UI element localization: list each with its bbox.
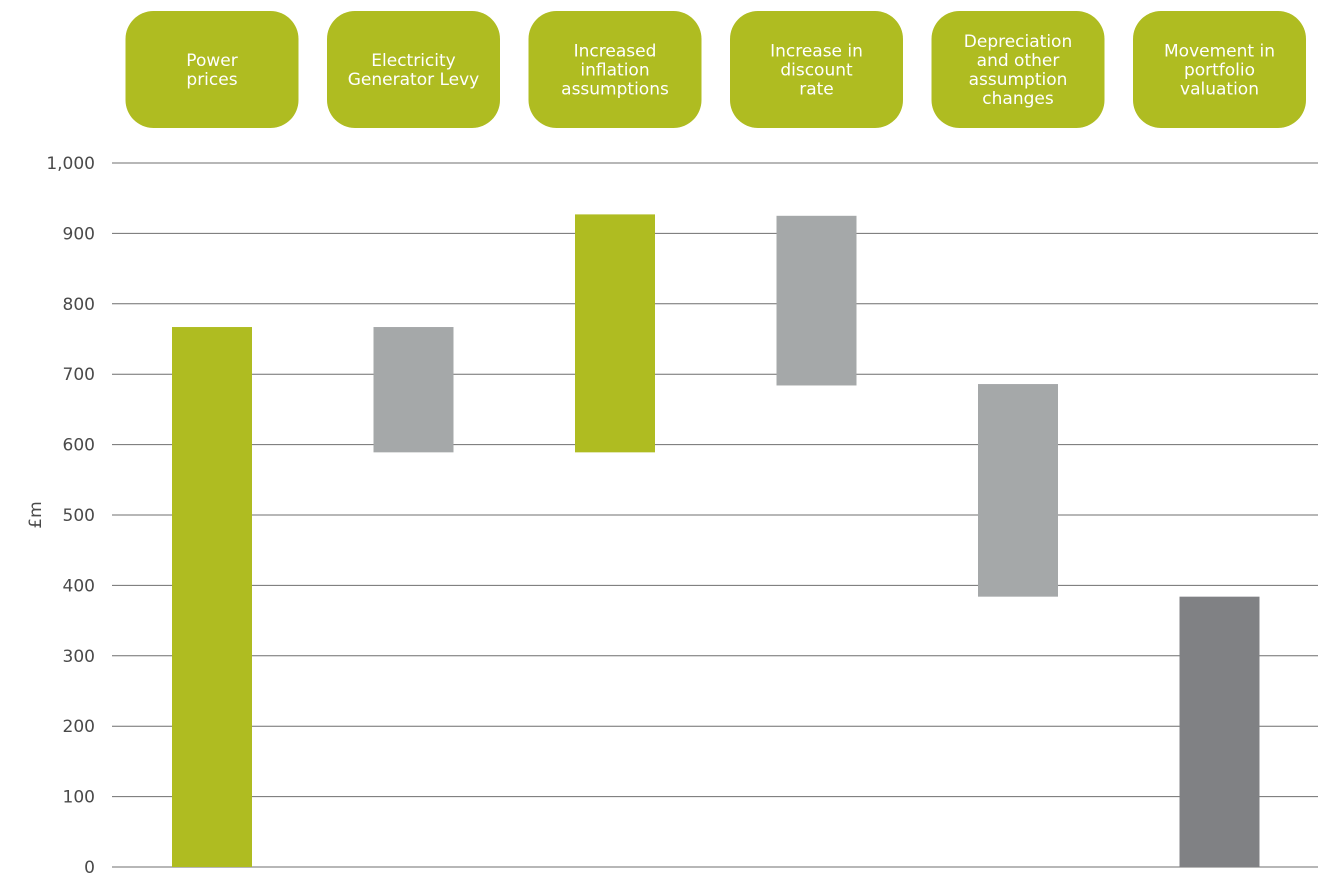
bar — [1179, 596, 1260, 867]
category-label: Increased — [574, 42, 657, 62]
category-box — [1133, 11, 1306, 128]
category-label: Depreciation — [964, 32, 1072, 52]
y-tick-label: 700 — [63, 365, 95, 385]
category-label: prices — [186, 70, 237, 90]
category-label: Increase in — [770, 42, 863, 62]
bars — [172, 214, 1260, 868]
y-tick-labels: 0 100 200 300 400 500 600 700 800 900 1,000 — [46, 154, 95, 873]
y-tick-label: 1,000 — [46, 154, 95, 174]
y-tick-label: 600 — [63, 436, 95, 456]
y-tick-label: 100 — [63, 788, 95, 808]
bar — [575, 214, 655, 453]
category-label: assumption — [969, 70, 1068, 90]
category-label: portfolio — [1184, 61, 1255, 81]
y-tick-label: 400 — [63, 576, 95, 596]
y-axis-label: £m — [26, 501, 46, 528]
category-box — [730, 11, 903, 128]
category-label: assumptions — [561, 80, 669, 100]
y-tick-label: 0 — [84, 858, 95, 873]
category-label: Electricity — [371, 51, 455, 71]
category-label: Power — [186, 51, 237, 71]
category-box — [327, 11, 500, 128]
category-label: changes — [982, 89, 1054, 109]
category-box — [125, 11, 299, 128]
category-label: rate — [799, 80, 834, 100]
y-tick-label: 900 — [63, 224, 95, 244]
bar — [373, 327, 454, 453]
category-label: and other — [977, 51, 1060, 71]
category-label: Movement in — [1164, 42, 1275, 62]
category-label: inflation — [580, 61, 649, 81]
category-box — [931, 11, 1105, 128]
bar — [776, 215, 857, 386]
y-tick-label: 300 — [63, 647, 95, 667]
y-gridlines — [112, 162, 1318, 868]
category-label: discount — [780, 61, 853, 81]
y-tick-label: 500 — [63, 506, 95, 526]
bar — [172, 327, 252, 868]
bar — [978, 384, 1058, 597]
category-box — [528, 11, 702, 128]
category-label: Generator Levy — [348, 70, 479, 90]
y-tick-label: 800 — [63, 295, 95, 315]
category-label: valuation — [1180, 80, 1259, 100]
y-tick-label: 200 — [63, 717, 95, 737]
